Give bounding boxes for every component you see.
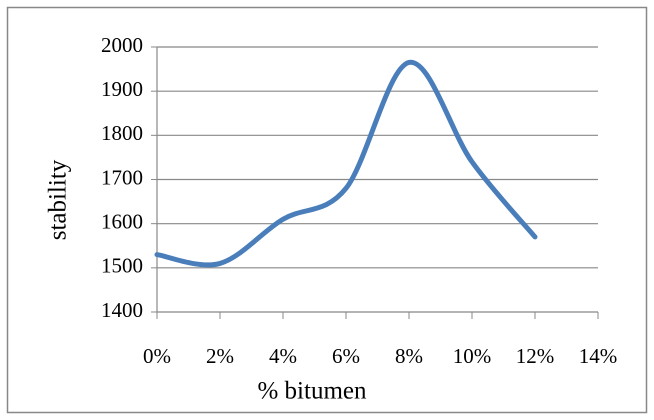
x-tick-label: 4% — [269, 344, 297, 368]
x-tick-label: 2% — [206, 344, 234, 368]
y-tick-label: 2000 — [101, 33, 143, 57]
x-axis-title: % bitumen — [257, 378, 367, 405]
y-tick-label: 1400 — [101, 298, 143, 322]
x-tick-label: 6% — [332, 344, 360, 368]
y-axis-title: stability — [45, 159, 72, 240]
x-tick-label: 14% — [579, 344, 618, 368]
y-tick-label: 1800 — [101, 121, 143, 145]
x-tick-label: 12% — [516, 344, 555, 368]
data-line — [154, 59, 538, 268]
y-tick-label: 1500 — [101, 254, 143, 278]
x-tick-label: 0% — [143, 344, 171, 368]
y-tick-label: 1700 — [101, 165, 143, 189]
x-tick-label: 10% — [453, 344, 492, 368]
chart-frame — [6, 6, 648, 414]
x-tick-label: 8% — [395, 344, 423, 368]
y-tick-label: 1600 — [101, 209, 143, 233]
y-tick-label: 1900 — [101, 77, 143, 101]
